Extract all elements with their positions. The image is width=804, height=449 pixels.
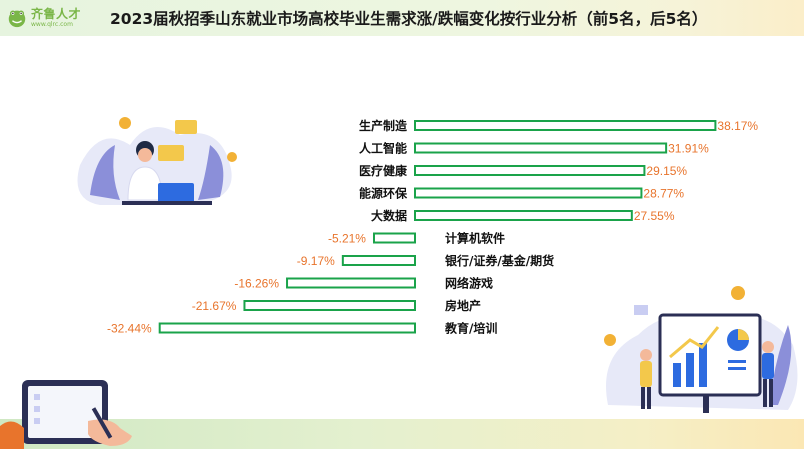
- value-label: -32.44%: [107, 322, 152, 336]
- category-label: 大数据: [371, 208, 407, 223]
- value-label: -5.21%: [328, 232, 366, 246]
- category-label: 银行/证券/基金/期货: [445, 253, 554, 268]
- category-label: 生产制造: [359, 118, 408, 133]
- category-label: 医疗健康: [359, 163, 408, 178]
- value-label: -16.26%: [234, 277, 279, 291]
- bar: [414, 210, 633, 221]
- value-label: 28.77%: [643, 187, 684, 201]
- page-title: 2023届秋招季山东就业市场高校毕业生需求涨/跌幅变化按行业分析（前5名，后5名…: [110, 10, 708, 28]
- bar: [158, 322, 416, 334]
- category-label: 网络游戏: [445, 276, 493, 291]
- bar: [341, 255, 416, 266]
- value-label: 27.55%: [634, 209, 675, 223]
- category-label: 教育/培训: [444, 321, 497, 336]
- category-label: 房地产: [445, 298, 481, 313]
- value-label: -9.17%: [297, 254, 335, 268]
- bar: [243, 300, 416, 311]
- bar: [414, 142, 668, 154]
- bar: [414, 187, 643, 199]
- person-laptop-illustration: [77, 117, 237, 205]
- bar: [372, 232, 417, 244]
- tablet-hand-illustration: [0, 380, 132, 449]
- presentation-illustration: [604, 286, 798, 413]
- value-label: -21.67%: [192, 299, 237, 313]
- bar: [286, 277, 417, 289]
- value-label: 29.15%: [646, 164, 687, 178]
- category-label: 计算机软件: [445, 231, 505, 246]
- bar: [414, 120, 717, 131]
- value-label: 38.17%: [717, 119, 758, 133]
- logo-url: www.qlrc.com: [31, 21, 73, 28]
- category-label: 人工智能: [359, 141, 407, 156]
- frog-logo-icon: [8, 10, 26, 28]
- bar: [414, 165, 646, 176]
- footer-band: [0, 419, 804, 449]
- category-label: 能源环保: [359, 186, 408, 201]
- value-label: 31.91%: [668, 142, 709, 156]
- logo: 齐鲁人才 www.qlrc.com: [6, 4, 81, 32]
- logo-name: 齐鲁人才: [31, 7, 82, 21]
- header-band: [0, 0, 804, 36]
